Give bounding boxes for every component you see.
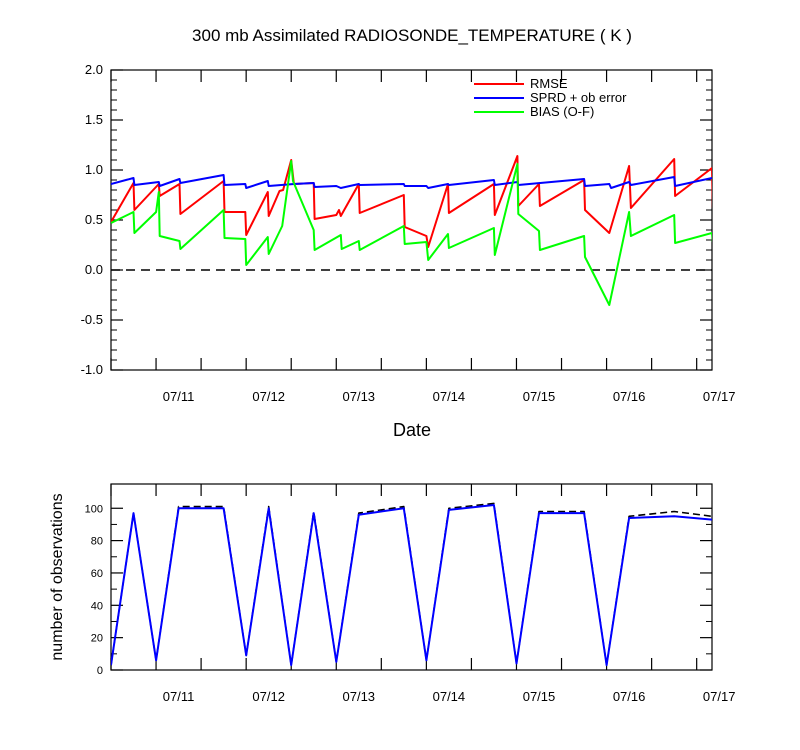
x-axis-label: Date bbox=[393, 420, 431, 440]
top-y-tick-label: 0.0 bbox=[85, 262, 103, 277]
top-chart-series bbox=[111, 155, 712, 306]
legend-label: RMSE bbox=[530, 76, 568, 91]
bottom-x-tick-label: 07/13 bbox=[343, 689, 376, 704]
top-series-bias-o-f bbox=[111, 160, 712, 306]
bottom-x-tick-label: 07/16 bbox=[613, 689, 646, 704]
top-x-tick-label: 07/13 bbox=[343, 389, 376, 404]
top-y-tick-label: 2.0 bbox=[85, 62, 103, 77]
top-series-sprd-ob-error bbox=[111, 174, 712, 189]
bottom-x-tick-label: 07/17 bbox=[703, 689, 736, 704]
top-x-tick-label: 07/15 bbox=[523, 389, 556, 404]
bottom-chart-series bbox=[111, 502, 712, 667]
top-x-tick-label: 07/11 bbox=[163, 389, 195, 404]
top-x-tick-label: 07/12 bbox=[252, 389, 285, 404]
legend-label: SPRD + ob error bbox=[530, 90, 627, 105]
top-x-tick-label: 07/17 bbox=[703, 389, 736, 404]
bottom-y-tick-label: 100 bbox=[85, 503, 103, 515]
bottom-series-possible bbox=[111, 502, 712, 666]
bottom-x-tick-label: 07/15 bbox=[523, 689, 556, 704]
top-y-tick-label: 1.0 bbox=[85, 162, 103, 177]
y-axis-label: number of observations bbox=[49, 493, 66, 660]
top-series-rmse bbox=[111, 155, 712, 248]
top-x-tick-label: 07/14 bbox=[433, 389, 466, 404]
chart-title: 300 mb Assimilated RADIOSONDE_TEMPERATUR… bbox=[192, 26, 632, 45]
top-plot-frame bbox=[110, 69, 713, 371]
top-y-tick-label: 0.5 bbox=[85, 212, 103, 227]
bottom-y-tick-label: 20 bbox=[91, 633, 103, 645]
bottom-y-tick-label: 60 bbox=[91, 568, 103, 580]
bottom-x-tick-label: 07/14 bbox=[433, 689, 466, 704]
top-y-tick-label: 1.5 bbox=[85, 112, 103, 127]
bottom-chart-axes: 07/11 07/12 07/13 07/14 07/15 07/16 07/17 0 20 40… bbox=[85, 483, 736, 704]
bottom-plot-frame bbox=[110, 483, 713, 671]
top-y-tick-label: -1.0 bbox=[81, 362, 103, 377]
observation-count-chart: 07/11 07/12 07/13 07/14 07/15 07/16 07/17 0 20 40… bbox=[49, 483, 736, 704]
top-x-tick-label: 07/16 bbox=[613, 389, 646, 404]
bottom-x-tick-label: 07/11 bbox=[163, 689, 195, 704]
top-chart-axes: 07/11 07/12 07/13 07/14 07/15 07/16 07/17 -1.0 -… bbox=[81, 62, 736, 404]
top-y-tick-label: -0.5 bbox=[81, 312, 103, 327]
bottom-series-assimilated bbox=[111, 504, 712, 667]
bottom-y-tick-label: 80 bbox=[91, 536, 103, 548]
bottom-x-tick-label: 07/12 bbox=[252, 689, 285, 704]
bias-rmse-chart: 300 mb Assimilated RADIOSONDE_TEMPERATUR… bbox=[81, 26, 736, 440]
legend-label: BIAS (O-F) bbox=[530, 104, 594, 119]
bottom-y-tick-label: 0 bbox=[97, 665, 103, 677]
bottom-y-tick-label: 40 bbox=[91, 600, 103, 612]
